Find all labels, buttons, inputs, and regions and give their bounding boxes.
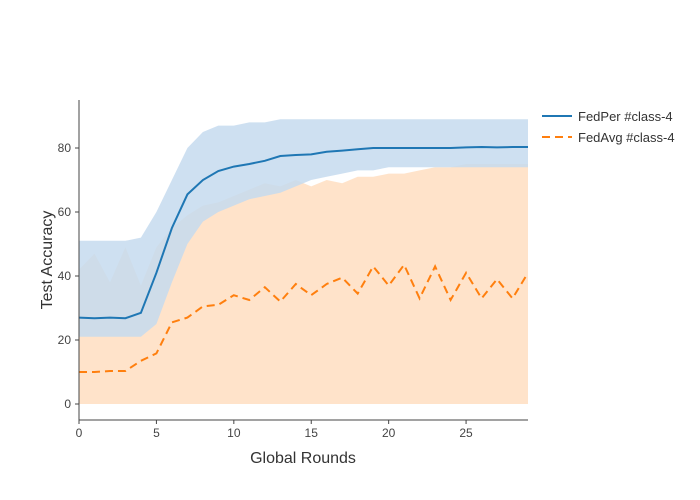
y-tick-label: 80 (58, 141, 72, 155)
y-tick-label: 60 (58, 205, 72, 219)
band-fedper (79, 119, 528, 337)
y-tick-label: 0 (64, 397, 71, 411)
x-tick-label: 20 (382, 426, 396, 440)
x-axis-title: Global Rounds (250, 450, 356, 467)
x-tick-label: 25 (459, 426, 473, 440)
y-axis-title: Test Accuracy (39, 211, 56, 310)
x-tick-label: 0 (76, 426, 83, 440)
x-tick-label: 15 (305, 426, 319, 440)
x-tick-label: 5 (153, 426, 160, 440)
legend-item-fedavg[interactable]: FedAvg #class-4 (542, 130, 675, 145)
confidence-bands (79, 119, 528, 404)
y-tick-label: 20 (58, 333, 72, 347)
legend: FedPer #class-4 FedAvg #class-4 (542, 109, 675, 145)
y-tick-labels: 0 20 40 60 80 (58, 141, 79, 411)
y-tick-label: 40 (58, 269, 72, 283)
axes (78, 100, 528, 421)
legend-item-fedper[interactable]: FedPer #class-4 (542, 109, 673, 124)
series-line-fedavg (79, 262, 529, 373)
x-tick-label: 10 (227, 426, 241, 440)
x-tick-labels: 0 5 10 15 20 25 (76, 420, 473, 440)
series-lines (78, 145, 529, 373)
legend-label-fedavg: FedAvg #class-4 (578, 130, 675, 145)
series-line-fedper (78, 145, 528, 320)
legend-label-fedper: FedPer #class-4 (578, 109, 673, 124)
